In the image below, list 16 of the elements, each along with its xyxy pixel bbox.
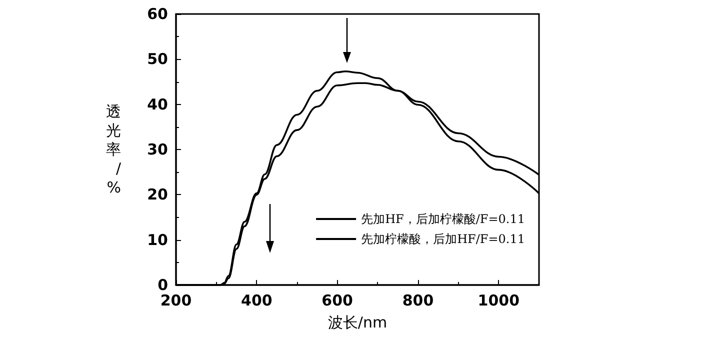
y-tick-label: 40 xyxy=(147,95,168,114)
y-axis-title: 透光率/% xyxy=(106,102,122,196)
y-tick-label: 50 xyxy=(147,50,168,68)
x-tick-label: 400 xyxy=(241,292,272,310)
y-tick-label: 0 xyxy=(158,276,168,294)
x-tick-label: 600 xyxy=(322,292,353,310)
x-tick-label: 1000 xyxy=(478,292,520,310)
y-tick-label: 30 xyxy=(147,140,168,158)
legend-label: 先加柠檬酸，后加HF/F=0.11 xyxy=(361,232,526,246)
x-tick-label: 800 xyxy=(402,292,434,310)
x-tick-label: 200 xyxy=(160,292,192,310)
legend-label: 先加HF，后加柠檬酸/F=0.11 xyxy=(361,212,526,226)
x-axis-title: 波长/nm xyxy=(328,314,388,332)
y-tick-label: 10 xyxy=(147,230,168,249)
y-tick-label: 20 xyxy=(147,186,168,204)
y-tick-label: 60 xyxy=(147,5,168,23)
